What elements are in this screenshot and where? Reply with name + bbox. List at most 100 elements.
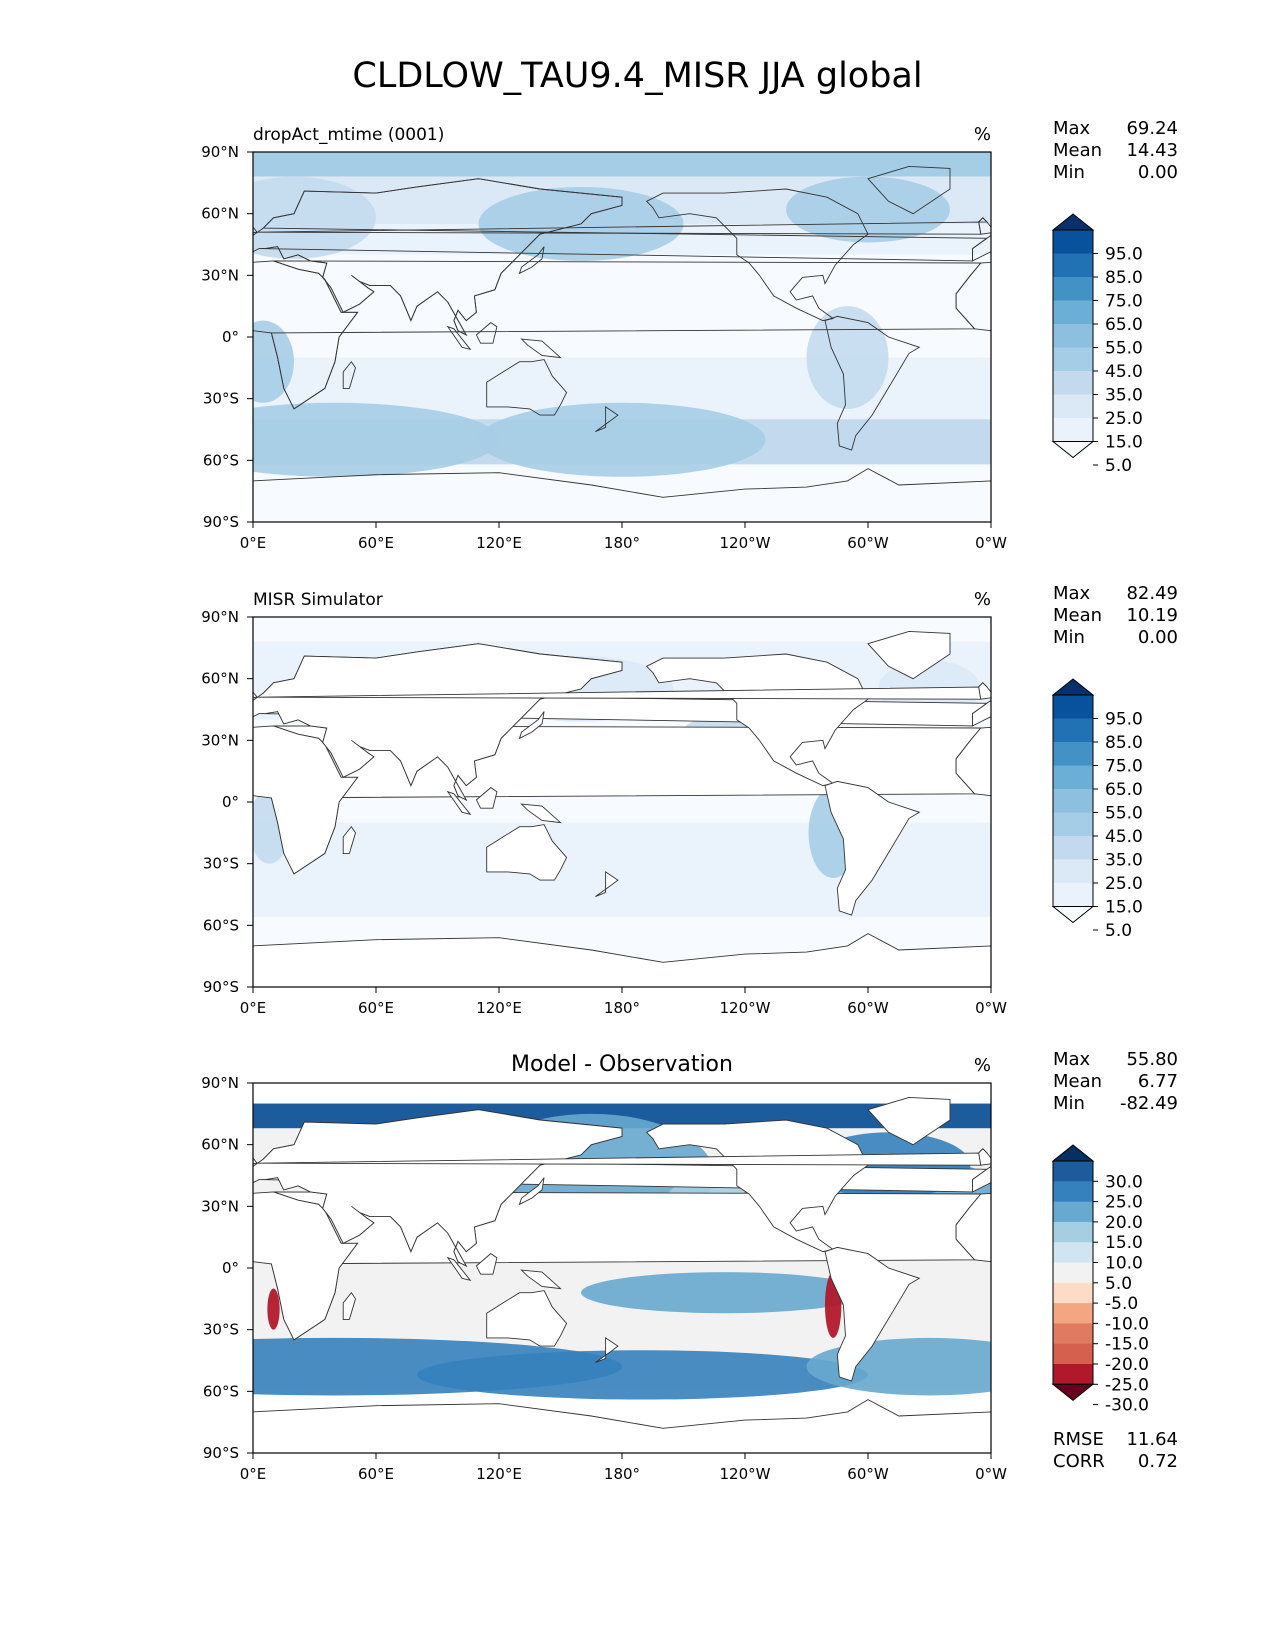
colorbar-label: 55.0 [1105,804,1143,824]
coastline-japan [518,711,545,740]
y-tick-label: 30°S [203,390,239,408]
colorbar-segment [1053,277,1093,301]
stat-value-mean: 10.19 [1126,605,1178,626]
coastline-antarctica [253,468,991,522]
colorbar-label: 45.0 [1105,362,1143,382]
map-field [253,617,991,987]
coastline-australia [486,359,568,416]
x-tick-label: 60°W [847,1465,889,1483]
stat-value-mean: 6.77 [1138,1071,1178,1092]
coastline-newguinea [520,803,562,824]
colorbar-segment [1053,418,1093,442]
y-tick-label: 90°S [203,1444,239,1462]
coastline-nz [595,1337,619,1364]
x-tick-label: 60°W [847,534,889,552]
x-tick-label: 120°W [720,1465,771,1483]
y-tick-label: 30°N [201,266,239,284]
coastline-greenland [867,1096,951,1146]
colorbar-label: 25.0 [1105,1193,1143,1213]
colorbar-label: 25.0 [1105,874,1143,894]
x-tick-label: 0°E [240,1465,267,1483]
stat-value-rmse: 11.64 [1126,1429,1178,1450]
coastline-samerica [824,315,921,451]
y-tick-label: 60°N [201,670,239,688]
x-tick-label: 120°E [476,1465,522,1483]
coastline-uk-wrap2 [978,1148,991,1166]
colorbar-label: 5.0 [1105,921,1132,941]
stat-value-min: -82.49 [1120,1093,1178,1114]
colorbar-segment [1053,1161,1093,1182]
coastline-africa-wrap2 [955,1192,991,1263]
colorbar-extend-max [1051,678,1095,696]
colorbar-segment [1053,324,1093,348]
stat-value-max: 55.80 [1126,1049,1178,1070]
y-tick-label: 60°S [203,451,239,469]
y-tick-label: 90°N [201,143,239,161]
colorbar-label: 95.0 [1105,245,1143,265]
stat-value-min: 0.00 [1138,627,1178,648]
colorbar-label: 75.0 [1105,292,1143,312]
coastline-borneo [475,787,498,809]
coastline-sumatra [446,1256,472,1282]
panel-difference: Model - Observation % 0°E 60°E 120°E 180° 120°… [201,1049,1178,1483]
coastline-africa-wrap [253,1191,359,1341]
stat-value-corr: 0.72 [1138,1451,1178,1472]
colorbar-segment [1053,1303,1093,1324]
coastline-uk-wrap [253,691,258,699]
x-tick-label: 120°E [476,999,522,1017]
colorbar-segment [1053,765,1093,790]
y-tick-label: 60°S [203,1382,239,1400]
stat-label-mean: Mean [1053,140,1102,161]
colorbar-extend-min [1051,906,1095,924]
stat-label-mean: Mean [1053,605,1102,626]
colorbar-extend-max [1051,1144,1095,1162]
colorbar-segment [1053,230,1093,254]
colorbar-segment [1053,1201,1093,1223]
colorbar-segment [1053,394,1093,419]
stat-label-max: Max [1053,583,1091,604]
x-tick-label: 0°W [975,999,1007,1017]
stat-value-max: 82.49 [1126,583,1178,604]
coastline-uk-wrap2 [978,682,991,700]
x-tick-label: 0°E [240,534,267,552]
x-tick-label: 0°W [975,1465,1007,1483]
y-tick-label: 90°S [203,513,239,531]
y-tick-label: 30°S [203,855,239,873]
x-tick-label: 120°E [476,534,522,552]
colorbar-label: -20.0 [1105,1355,1149,1375]
colorbar-segment [1053,695,1093,719]
panel-test: dropAct_mtime (0001) % 0°E 60°E 120°E 180° 120… [201,118,1178,552]
coastline-newguinea [520,338,562,359]
stat-value-max: 69.24 [1126,118,1178,139]
x-tick-label: 60°E [358,1465,394,1483]
coastline-samerica [824,1246,921,1382]
stat-label-mean: Mean [1053,1071,1102,1092]
colorbar-segment [1053,1364,1093,1385]
colorbar-segment [1053,253,1093,278]
colorbar-label: 95.0 [1105,710,1143,730]
colorbar-label: 5.0 [1105,1274,1132,1294]
x-tick-label: 60°E [358,534,394,552]
coastline-samerica [824,780,921,916]
colorbar-label: 15.0 [1105,433,1143,453]
colorbar-label: -25.0 [1105,1375,1149,1395]
coastline-africa-wrap [253,260,359,410]
coastline-greenland [867,630,951,680]
colorbar-label: -5.0 [1105,1294,1138,1314]
colorbar-segment [1053,371,1093,395]
colorbar-label: 30.0 [1105,1172,1143,1192]
x-tick-label: 60°E [358,999,394,1017]
colorbar-segment [1053,812,1093,837]
coastline-eurasia-wrap2 [972,699,991,727]
stat-label-min: Min [1053,627,1085,648]
colorbar-segment [1053,859,1093,884]
colorbar-segment [1053,347,1093,372]
coastline-australia [486,1290,568,1347]
colorbar-extend-max [1051,213,1095,231]
coastline-eurasia-wrap [253,178,623,336]
colorbar-label: -30.0 [1105,1396,1149,1416]
coastline-nz [595,406,619,433]
x-tick-label: 180° [604,999,640,1017]
colorbar-label: 35.0 [1105,386,1143,406]
